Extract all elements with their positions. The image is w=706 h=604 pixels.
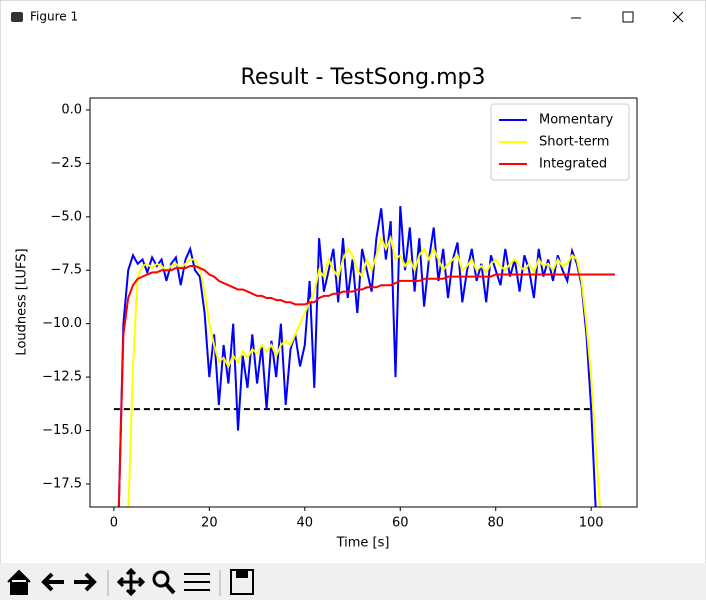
configure-button[interactable] [184, 573, 210, 591]
plot-area [113, 206, 615, 507]
back-button[interactable] [41, 572, 64, 592]
title-bar: Figure 1 [11, 10, 684, 24]
x-tick-label: 40 [297, 516, 314, 531]
x-tick-label: 100 [579, 516, 604, 531]
forward-button[interactable] [74, 572, 97, 592]
y-tick-label: −7.5 [50, 263, 82, 278]
y-axis-label: Loudness [LUFS] [15, 248, 30, 355]
x-tick-label: 80 [487, 516, 504, 531]
x-tick-label: 0 [110, 516, 118, 531]
y-tick-label: −12.5 [42, 370, 82, 385]
chart: Result - TestSong.mp3 Time [s] Loudness … [15, 65, 638, 551]
legend-label: Momentary [539, 113, 613, 128]
zoom-handle [164, 582, 176, 595]
y-tick-label: −17.5 [42, 476, 82, 491]
x-axis-label: Time [s] [336, 536, 390, 551]
axes-frame [89, 97, 638, 508]
maximize-button[interactable] [622, 11, 634, 23]
chart-title: Result - TestSong.mp3 [241, 65, 486, 90]
save-icon-part [236, 570, 248, 578]
x-tick-label: 60 [392, 516, 409, 531]
close-button[interactable] [672, 11, 684, 23]
zoom-button[interactable] [152, 570, 170, 588]
y-tick-label: −5.0 [50, 209, 82, 224]
line-series [127, 235, 602, 507]
y-tick-label: −2.5 [50, 156, 82, 171]
toolbar-bg [0, 563, 706, 600]
y-tick-label: −10.0 [42, 316, 82, 331]
toolbar [0, 563, 706, 600]
y-tick-label: −15.0 [42, 423, 82, 438]
line-series [117, 265, 615, 507]
legend-label: Short-term [539, 135, 609, 150]
home-button[interactable] [7, 569, 31, 595]
pan-button[interactable] [116, 567, 146, 597]
legend-label: Integrated [539, 157, 607, 172]
app-icon [11, 12, 23, 22]
x-tick-label: 20 [201, 516, 218, 531]
line-series [117, 206, 597, 507]
y-tick-label: 0.0 [61, 102, 82, 117]
legend-box [490, 103, 630, 181]
window-title: Figure 1 [30, 10, 78, 24]
